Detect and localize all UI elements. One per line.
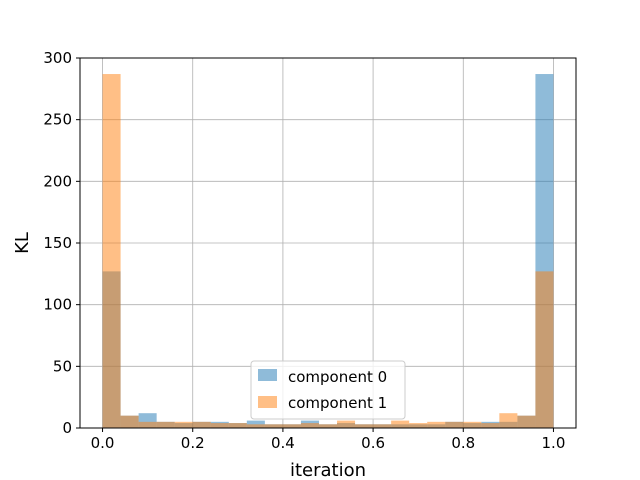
bar-series-1-bin-23	[517, 415, 536, 428]
x-tick-label-1: 0.2	[181, 434, 205, 452]
axes	[76, 57, 577, 432]
histogram-bars	[102, 74, 554, 429]
bar-series-1-bin-22	[499, 413, 518, 428]
bar-series-1-bin-24	[535, 271, 554, 428]
bar-series-1-bin-17	[409, 423, 428, 428]
x-tick-label-3: 0.6	[361, 434, 385, 452]
x-tick-label-4: 0.8	[451, 434, 475, 452]
bar-series-1-bin-2	[138, 421, 157, 428]
legend-label-component-1: component 1	[288, 394, 387, 412]
bar-series-1-bin-18	[427, 421, 446, 428]
bar-series-1-bin-4	[174, 421, 193, 428]
bar-series-1-bin-11	[300, 423, 319, 428]
bar-series-1-bin-12	[318, 424, 338, 428]
bar-series-1-bin-6	[210, 423, 229, 428]
x-tick-label-2: 0.4	[271, 434, 295, 452]
y-tick-label-1: 50	[53, 357, 72, 375]
y-axis-label: KL	[12, 232, 33, 254]
bar-series-1-bin-20	[463, 421, 482, 428]
legend-frame	[250, 360, 406, 420]
bar-series-1-bin-14	[355, 424, 374, 428]
bar-series-1-bin-5	[192, 421, 211, 428]
bar-series-1-bin-9	[264, 424, 283, 428]
legend-swatch-component-1	[258, 396, 277, 408]
bar-series-1-bin-7	[228, 423, 247, 428]
x-tick-label-5: 1.0	[542, 434, 566, 452]
y-tick-label-5: 250	[43, 111, 72, 129]
bar-series-1-bin-16	[391, 420, 410, 428]
bar-series-1-bin-13	[337, 420, 356, 428]
legend-swatch-component-0	[258, 369, 277, 381]
bar-series-1-bin-0	[102, 74, 121, 429]
bar-series-1-bin-1	[120, 415, 139, 428]
tick-labels: 0.0 0.2 0.4 0.6 0.8 1.0 0 50 100 150 200 250 300	[43, 49, 565, 452]
x-tick-label-0: 0.0	[91, 434, 115, 452]
bar-series-1-bin-21	[481, 423, 500, 428]
y-tick-label-3: 150	[43, 234, 72, 252]
bar-series-1-bin-8	[246, 424, 265, 428]
bar-series-1-bin-10	[282, 424, 301, 428]
y-tick-label-6: 300	[43, 49, 72, 67]
y-tick-label-2: 100	[43, 296, 72, 314]
legend-label-component-0: component 0	[288, 368, 387, 386]
x-axis-label: iteration	[290, 460, 366, 480]
y-tick-label-4: 200	[43, 172, 72, 190]
bar-series-1-bin-3	[156, 421, 175, 428]
bar-series-1-bin-15	[373, 424, 392, 428]
bar-series-1-bin-19	[445, 421, 464, 428]
legend: component 0 component 1	[250, 360, 406, 420]
y-tick-label-0: 0	[62, 419, 72, 437]
